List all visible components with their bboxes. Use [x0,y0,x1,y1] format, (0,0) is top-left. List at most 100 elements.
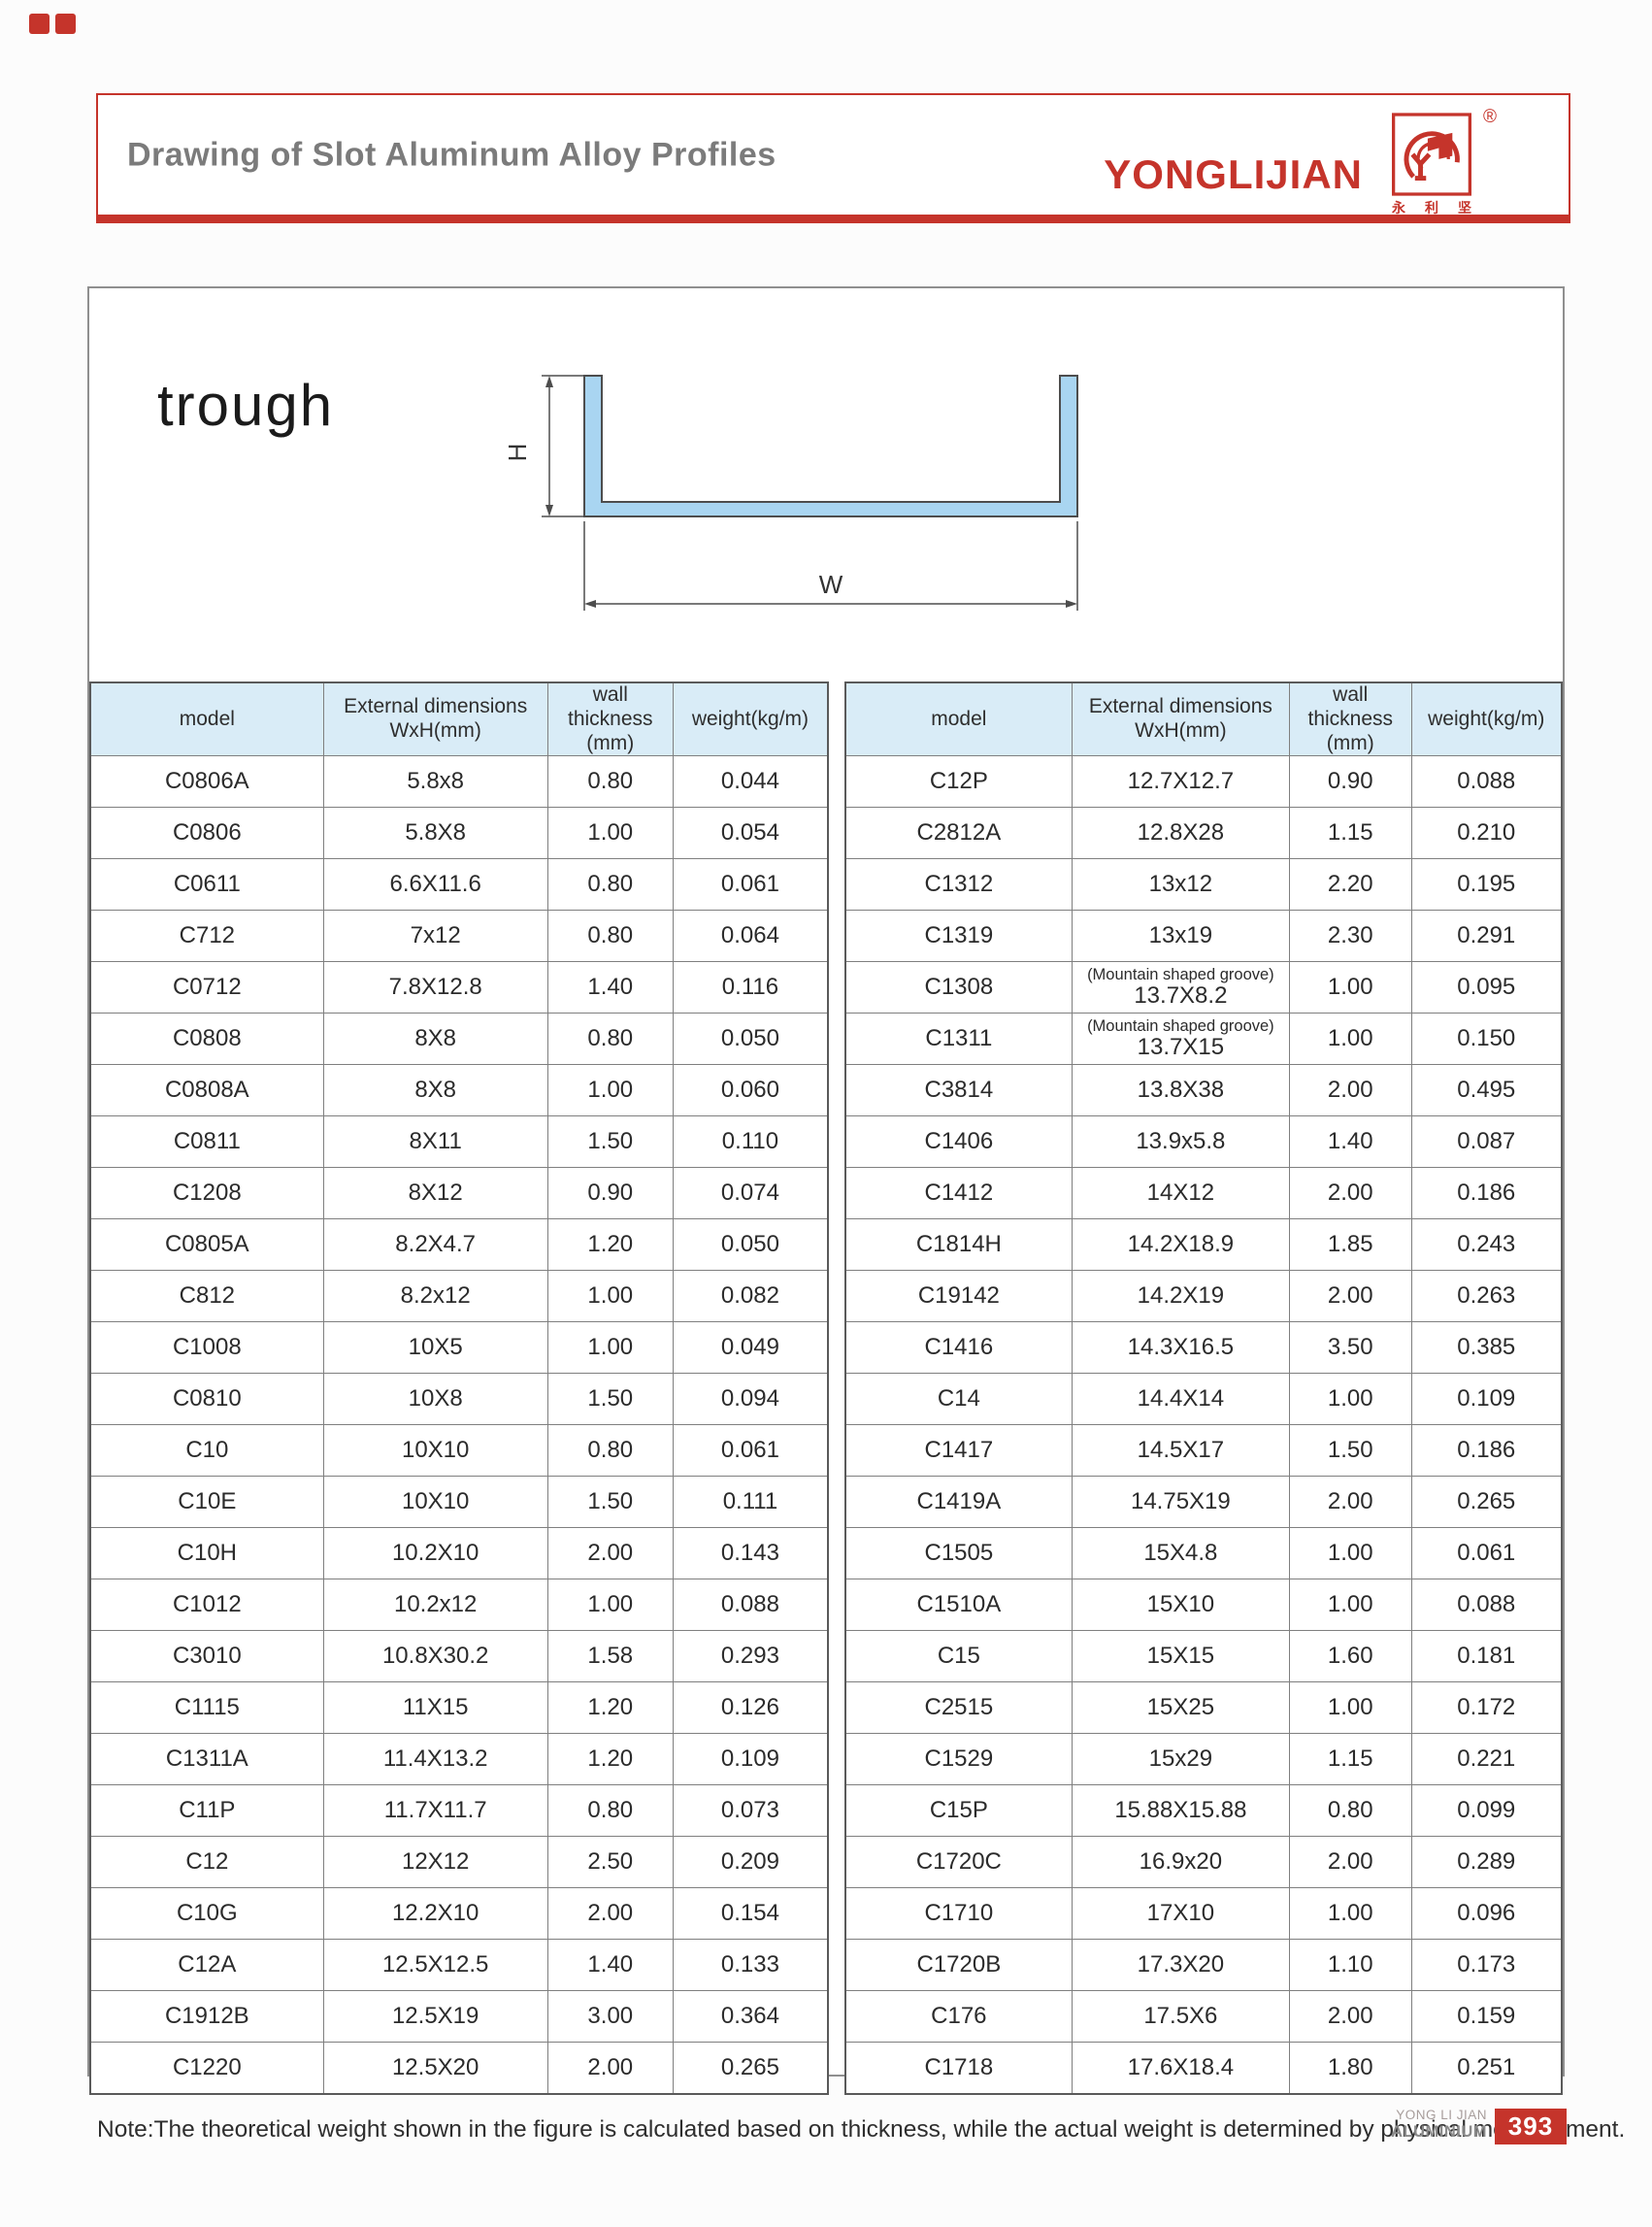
wall-thickness-cell: 1.00 [1289,1013,1412,1066]
model-cell: C0806A [89,755,324,809]
wall-thickness-cell: 1.00 [546,1321,674,1375]
weight-cell: 0.074 [672,1167,829,1220]
dimensions-value: 8.2x12 [400,1282,471,1310]
weight-cell: 0.172 [1410,1681,1563,1735]
model-cell: C1814H [844,1218,1073,1272]
column-header-model: model [844,681,1073,757]
model-cell: C1720B [844,1939,1073,1992]
table-row: C0805A 8.2X4.7 1.20 0.050 [89,1218,829,1272]
dimensions-cell: 7x12 [322,910,548,963]
model-cell: C12 [89,1836,324,1889]
wall-thickness-cell: 1.10 [1289,1939,1412,1992]
dimensions-value: 8X8 [414,1077,457,1104]
dimensions-cell: 10X10 [322,1476,548,1529]
table-header-row: model External dimensions WxH(mm) wall t… [844,681,1563,757]
dimensions-cell: 12.5X19 [322,1990,548,2044]
dimensions-value: 13x12 [1148,871,1213,898]
profiles-table-right: model External dimensions WxH(mm) wall t… [844,681,1563,2095]
dimensions-cell: 11.4X13.2 [322,1733,548,1786]
dimensions-value: 12.2X10 [391,1900,479,1927]
wall-thickness-cell: 0.80 [546,1013,674,1066]
dimensions-cell: 8X12 [322,1167,548,1220]
wall-thickness-cell: 1.85 [1289,1218,1412,1272]
wall-thickness-cell: 2.00 [1289,1270,1412,1323]
dimensions-value: 10.2x12 [393,1591,478,1618]
model-cell: C10 [89,1424,324,1478]
table-row: C0611 6.6X11.6 0.80 0.061 [89,858,829,912]
brand-cn-char: 永 [1392,200,1405,216]
wall-thickness-cell: 2.00 [546,1527,674,1580]
wall-thickness-cell: 1.20 [546,1681,674,1735]
wall-thickness-cell: 0.80 [546,755,674,809]
column-header-line: (mm) [1326,731,1374,754]
model-cell: C15P [844,1784,1073,1838]
weight-cell: 0.088 [1410,755,1563,809]
column-header-line: External dimensions [344,695,528,718]
dimensions-value: 13.7X15 [1137,1034,1225,1061]
dimensions-cell: 15X4.8 [1071,1527,1291,1580]
u-channel-shape [583,375,1078,517]
dimensions-cell: 17X10 [1071,1887,1291,1941]
dimensions-cell: 17.5X6 [1071,1990,1291,2044]
table-row: C1529 15x29 1.15 0.221 [844,1733,1563,1786]
table-row: C812 8.2x12 1.00 0.082 [89,1270,829,1323]
column-header-line: wall thickness [1307,683,1394,730]
dimensions-cell: 8X11 [322,1115,548,1169]
header: Drawing of Slot Aluminum Alloy Profiles … [96,93,1570,223]
model-cell: C19142 [844,1270,1073,1323]
column-header-wall-thickness: wall thickness (mm) [1289,681,1412,757]
brand-cn-char: 利 [1425,200,1438,216]
dimensions-cell: 5.8x8 [322,755,548,809]
weight-cell: 0.173 [1410,1939,1563,1992]
wall-thickness-cell: 1.40 [1289,1115,1412,1169]
weight-cell: 0.186 [1410,1424,1563,1478]
wall-thickness-cell: 1.00 [1289,1527,1412,1580]
weight-cell: 0.263 [1410,1270,1563,1323]
dimensions-value: 15.88X15.88 [1114,1797,1247,1824]
model-cell: C712 [89,910,324,963]
left-table-body: C0806A 5.8x8 0.80 0.044 C0806 5.8X8 [89,755,829,2095]
column-header-line: External dimensions [1088,695,1272,718]
dimensions-cell: 14.75X19 [1071,1476,1291,1529]
dimensions-cell: 14.5X17 [1071,1424,1291,1478]
weight-cell: 0.099 [1410,1784,1563,1838]
dimensions-value: 15X10 [1146,1591,1215,1618]
table-row: C1412 14X12 2.00 0.186 [844,1167,1563,1220]
model-cell: C1312 [844,858,1073,912]
table-row: C0808A 8X8 1.00 0.060 [89,1064,829,1117]
column-header-line: WxH(mm) [389,719,481,743]
dimensions-cell: 10X5 [322,1321,548,1375]
dimensions-cell: 14.2X18.9 [1071,1218,1291,1272]
column-header-weight: weight(kg/m) [672,681,829,757]
dimensions-value: 14.75X19 [1130,1488,1231,1515]
wall-thickness-cell: 2.50 [546,1836,674,1889]
weight-cell: 0.291 [1410,910,1563,963]
table-row: C1912B 12.5X19 3.00 0.364 [89,1990,829,2044]
dimensions-value: 7.8X12.8 [388,974,482,1001]
dimensions-cell: 17.6X18.4 [1071,2042,1291,2095]
table-row: C15P 15.88X15.88 0.80 0.099 [844,1784,1563,1838]
content-box: trough H W model [87,286,1565,2095]
table-row: C1510A 15X10 1.00 0.088 [844,1579,1563,1632]
weight-cell: 0.364 [672,1990,829,2044]
table-row: C1814H 14.2X18.9 1.85 0.243 [844,1218,1563,1272]
model-cell: C10H [89,1527,324,1580]
weight-cell: 0.186 [1410,1167,1563,1220]
dimensions-cell: 7.8X12.8 [322,961,548,1014]
model-cell: C812 [89,1270,324,1323]
dimensions-cell: 12.5X12.5 [322,1939,548,1992]
wall-thickness-cell: 1.15 [1289,807,1412,860]
dimensions-cell: 5.8X8 [322,807,548,860]
table-row: C1720C 16.9x20 2.00 0.289 [844,1836,1563,1889]
dimensions-cell: 13x19 [1071,910,1291,963]
dimensions-value: 12.8X28 [1137,819,1225,847]
weight-cell: 0.088 [672,1579,829,1632]
height-dim-label: H [507,444,532,462]
table-row: C12A 12.5X12.5 1.40 0.133 [89,1939,829,1992]
profile-type-label: trough [157,373,335,438]
dimensions-cell: 12.7X12.7 [1071,755,1291,809]
model-cell: C0808A [89,1064,324,1117]
dimensions-note: (Mountain shaped groove) [1087,1017,1274,1036]
table-row: C3814 13.8X38 2.00 0.495 [844,1064,1563,1117]
dimensions-value: 13x19 [1148,922,1213,949]
